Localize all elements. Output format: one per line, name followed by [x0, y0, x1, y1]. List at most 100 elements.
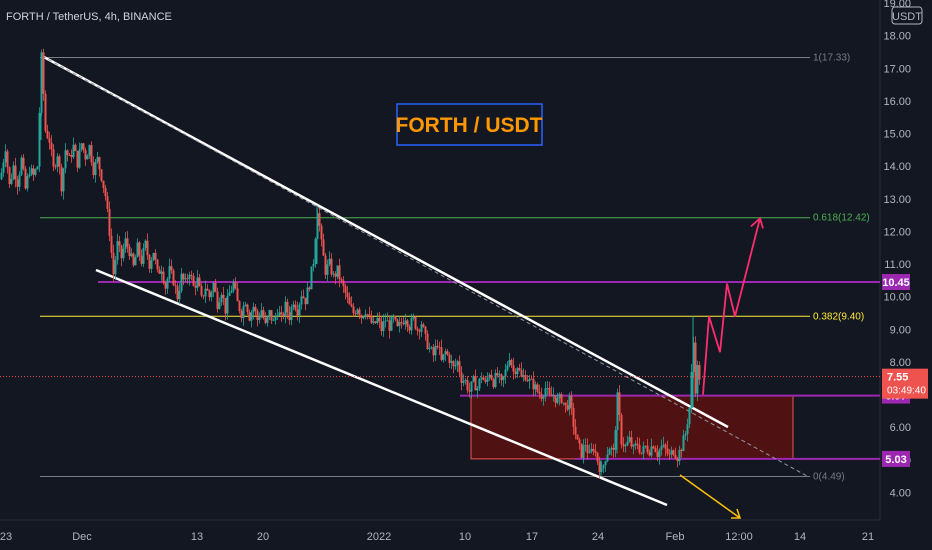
candle-body — [74, 144, 77, 151]
candle-body — [470, 381, 473, 392]
candle-body — [364, 314, 367, 317]
y-tick-label: 17.00 — [883, 63, 911, 75]
candle-body — [446, 351, 449, 355]
down-arrow-icon[interactable] — [679, 474, 742, 519]
candle-body — [252, 306, 255, 313]
candle-body — [466, 380, 469, 391]
candle-body — [182, 273, 185, 280]
candle-body — [508, 359, 511, 366]
candle-body — [610, 448, 613, 450]
price-tag[interactable] — [882, 450, 910, 467]
candle-body — [158, 269, 161, 274]
y-tick-label: 15.00 — [883, 129, 911, 141]
candle-body — [628, 437, 631, 442]
candle-body — [216, 291, 219, 309]
candle-body — [88, 145, 91, 156]
candle-body — [396, 319, 399, 326]
candle-body — [136, 242, 139, 258]
candle-body — [468, 390, 471, 392]
candle-body — [400, 322, 403, 324]
candle-body — [106, 196, 109, 209]
candle-body — [694, 342, 697, 394]
candle-body — [570, 395, 573, 408]
x-tick-label: 2022 — [367, 531, 391, 543]
candle-body — [238, 301, 241, 312]
candle-body — [582, 445, 585, 458]
candle-body — [356, 309, 359, 314]
candle-body — [336, 265, 339, 277]
candle-body — [220, 294, 223, 303]
candle-body — [12, 165, 15, 179]
candle-body — [626, 441, 629, 446]
candle-body — [314, 239, 317, 264]
candle-body — [474, 376, 477, 391]
candle-body — [678, 449, 681, 462]
candle-body — [558, 394, 561, 399]
candle-body — [622, 444, 625, 447]
currency-badge[interactable]: USDT — [891, 6, 923, 25]
candle-body — [60, 166, 63, 192]
candle-body — [590, 448, 593, 452]
candle-body — [126, 238, 129, 247]
y-tick-label: 16.00 — [883, 96, 911, 108]
candle-body — [304, 297, 307, 305]
y-tick-label: 19.00 — [883, 0, 911, 10]
candle-body — [460, 372, 463, 383]
candle-body — [684, 433, 687, 436]
candle-body — [550, 394, 553, 397]
candle-body — [442, 354, 445, 360]
candle-body — [230, 290, 233, 293]
candle-body — [202, 295, 205, 297]
candle-body — [298, 304, 301, 316]
projection-arrow-head — [750, 216, 764, 229]
candle-body — [124, 238, 127, 249]
y-tick-label: 9.00 — [890, 324, 911, 336]
candle-body — [162, 271, 165, 283]
candle-body — [566, 405, 569, 410]
candle-body — [432, 347, 435, 356]
candle-body — [548, 387, 551, 395]
candle-body — [654, 448, 657, 452]
lower-trendline[interactable] — [95, 268, 668, 507]
current-price-tag[interactable] — [882, 368, 928, 399]
candle-body — [658, 449, 661, 457]
candle-body — [266, 316, 269, 323]
candle-body — [392, 316, 395, 318]
candle-body — [6, 151, 9, 168]
candle-body — [272, 320, 275, 322]
projection-path[interactable] — [702, 218, 761, 395]
candle-body — [646, 445, 649, 453]
annotation-box[interactable]: FORTH / USDT — [396, 103, 543, 146]
candle-body — [312, 263, 315, 267]
candle-body — [406, 320, 409, 327]
upper-trendline[interactable] — [41, 54, 729, 429]
candle-body — [662, 444, 665, 446]
candle-body — [256, 311, 259, 320]
candle-body — [380, 321, 383, 331]
dashed-trendline[interactable] — [41, 55, 808, 477]
price-tag-label: 10.45 — [882, 277, 910, 289]
candle-body — [472, 376, 475, 382]
candle-body — [82, 143, 85, 150]
candle-body — [308, 287, 311, 290]
support-zone[interactable] — [470, 395, 794, 460]
candle-body — [438, 346, 441, 348]
candle-body — [540, 393, 543, 399]
candle-body — [614, 430, 617, 450]
price-tag[interactable] — [882, 274, 910, 291]
candle-body — [362, 316, 365, 319]
candle-body — [476, 388, 479, 391]
x-tick-label: Feb — [666, 531, 685, 543]
candle-body — [330, 258, 333, 275]
candle-body — [90, 145, 93, 163]
candle-body — [378, 317, 381, 322]
candle-body — [320, 225, 323, 240]
candle-body — [204, 288, 207, 297]
candle-body — [632, 445, 635, 447]
candle-body — [682, 435, 685, 452]
candle-body — [78, 149, 81, 168]
candle-body — [340, 279, 343, 281]
candle-body — [542, 396, 545, 399]
candle-body — [36, 166, 39, 170]
